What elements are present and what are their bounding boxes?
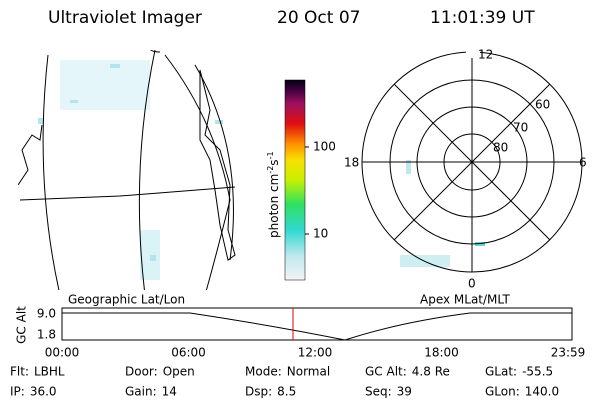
colorbar-tick-label: 10 <box>313 227 328 241</box>
status-label: IP: <box>10 385 25 399</box>
colorbar-tick-label: 100 <box>313 140 336 154</box>
x-tick-label: 00:00 <box>45 346 80 360</box>
status-label: Mode: <box>245 365 282 379</box>
y-tick-label: 1.8 <box>37 328 56 342</box>
mlt-label: 12 <box>478 48 493 62</box>
exponent: -2 <box>266 166 275 174</box>
status-value: 36.0 <box>30 385 57 399</box>
alt-label: GC Alt <box>15 306 29 344</box>
mlt-label: 6 <box>579 156 587 170</box>
x-tick-label: 06:00 <box>171 346 206 360</box>
status-label: Seq: <box>365 385 392 399</box>
colorbar-label: photon cm-2s-1 <box>266 151 281 238</box>
status-label: Gain: <box>125 385 157 399</box>
unit: photon cm <box>267 174 281 238</box>
status-value: 140.0 <box>525 385 559 399</box>
y-tick-label: 9.0 <box>37 307 56 321</box>
instrument: Ultraviolet Imager <box>48 8 202 28</box>
status-label: GLon: <box>485 385 520 399</box>
ring-label: 80 <box>493 141 508 155</box>
status-value: 8.5 <box>277 385 296 399</box>
status-value: 14 <box>162 385 177 399</box>
map-label: Geographic Lat/Lon <box>68 293 185 307</box>
status-value: Normal <box>287 365 330 379</box>
mlt-label: 0 <box>468 277 476 291</box>
status-value: -55.5 <box>522 365 553 379</box>
x-tick-label: 23:59 <box>551 346 586 360</box>
status-label: GC Alt: <box>365 365 407 379</box>
status-value: 39 <box>397 385 412 399</box>
status-label: Flt: <box>10 365 29 379</box>
unit: s <box>267 159 281 165</box>
polar-label: Apex MLat/MLT <box>420 293 510 307</box>
status-label: GLat: <box>485 365 517 379</box>
status-value: 4.8 Re <box>412 365 450 379</box>
mlt-label: 18 <box>344 156 359 170</box>
geo-map <box>18 50 236 290</box>
x-tick-label: 18:00 <box>424 346 459 360</box>
status-value: LBHL <box>34 365 65 379</box>
date: 20 Oct 07 <box>277 8 360 28</box>
status-value: Open <box>163 365 195 379</box>
x-tick-label: 12:00 <box>298 346 333 360</box>
exponent: -1 <box>266 151 275 159</box>
polar-plot <box>361 48 583 278</box>
alt-plot <box>61 307 573 341</box>
status-label: Door: <box>125 365 158 379</box>
time: 11:01:39 UT <box>430 8 535 28</box>
ring-label: 70 <box>513 121 528 135</box>
colorbar <box>284 79 306 281</box>
status-label: Dsp: <box>245 385 272 399</box>
ring-label: 60 <box>535 98 550 112</box>
